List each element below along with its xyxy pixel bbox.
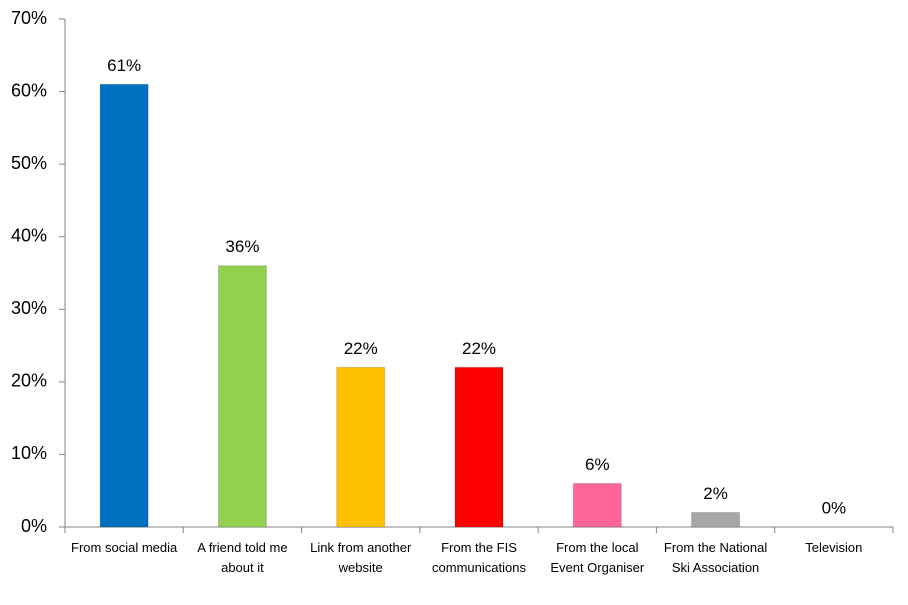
- x-tick-label: From the FIS communications: [432, 540, 526, 575]
- x-tick-label: Link from another website: [310, 540, 412, 575]
- y-tick-label: 40%: [11, 225, 47, 245]
- x-tick-label: A friend told me about it: [197, 540, 288, 575]
- value-label: 0%: [822, 498, 847, 517]
- y-tick-label: 60%: [11, 80, 47, 100]
- value-label: 2%: [703, 484, 728, 503]
- value-label: 36%: [225, 237, 259, 256]
- value-label: 6%: [585, 455, 610, 474]
- value-label: 22%: [344, 339, 378, 358]
- value-label: 22%: [462, 339, 496, 358]
- y-tick-label: 10%: [11, 443, 47, 463]
- bar: [691, 511, 741, 528]
- y-tick-label: 70%: [11, 8, 47, 28]
- y-tick-label: 20%: [11, 371, 47, 391]
- x-tick-label: From the local Event Organiser: [550, 540, 645, 575]
- y-tick-label: 0%: [21, 516, 47, 536]
- x-tick-label: From social media: [71, 540, 178, 555]
- y-tick-label: 50%: [11, 153, 47, 173]
- bar: [336, 366, 386, 528]
- bar: [454, 366, 504, 528]
- x-tick-label: From the National Ski Association: [663, 540, 768, 575]
- bar: [572, 482, 622, 528]
- x-tick-label: Television: [805, 540, 863, 555]
- y-tick-label: 30%: [11, 298, 47, 318]
- value-label: 61%: [107, 56, 141, 75]
- bar: [99, 83, 149, 528]
- bar: [217, 265, 267, 528]
